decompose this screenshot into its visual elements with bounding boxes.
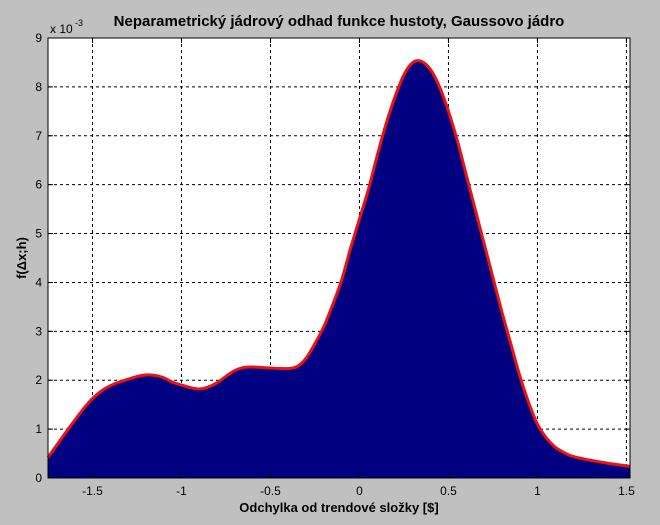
density-area xyxy=(48,60,630,479)
x-tick-label: -1.5 xyxy=(82,484,103,498)
x-axis-label: Odchylka od trendové složky [$] xyxy=(239,500,438,515)
density-curve xyxy=(46,59,631,468)
x-tick-labels: -1.5 -1 -0.5 0 0.5 1 1.5 xyxy=(82,484,635,498)
y-exponent-power: -3 xyxy=(75,18,83,28)
y-axis-label: f(Δx;h) xyxy=(14,237,29,279)
axis-ticks xyxy=(48,37,630,479)
y-tick-label: 9 xyxy=(35,31,42,45)
plot-frame xyxy=(47,37,631,479)
y-tick-labels: 0 1 2 3 4 5 6 7 8 9 xyxy=(35,31,42,485)
x-tick-label: -0.5 xyxy=(260,484,281,498)
y-tick-label: 1 xyxy=(35,422,42,436)
y-tick-label: 2 xyxy=(35,373,42,387)
chart-title: Neparametrický jádrový odhad funkce hust… xyxy=(114,13,565,30)
x-tick-label: -1 xyxy=(176,484,187,498)
x-tick-label: 1.5 xyxy=(618,484,635,498)
x-tick-label: 1 xyxy=(534,484,541,498)
y-tick-label: 5 xyxy=(35,227,42,241)
y-tick-label: 3 xyxy=(35,324,42,338)
y-tick-label: 0 xyxy=(35,471,42,485)
y-tick-label: 8 xyxy=(35,80,42,94)
y-exponent-base: x 10 xyxy=(50,22,73,36)
x-tick-label: 0.5 xyxy=(440,484,457,498)
y-tick-label: 7 xyxy=(35,129,42,143)
y-tick-label: 6 xyxy=(35,178,42,192)
y-tick-label: 4 xyxy=(35,275,42,289)
x-tick-label: 0 xyxy=(356,484,363,498)
